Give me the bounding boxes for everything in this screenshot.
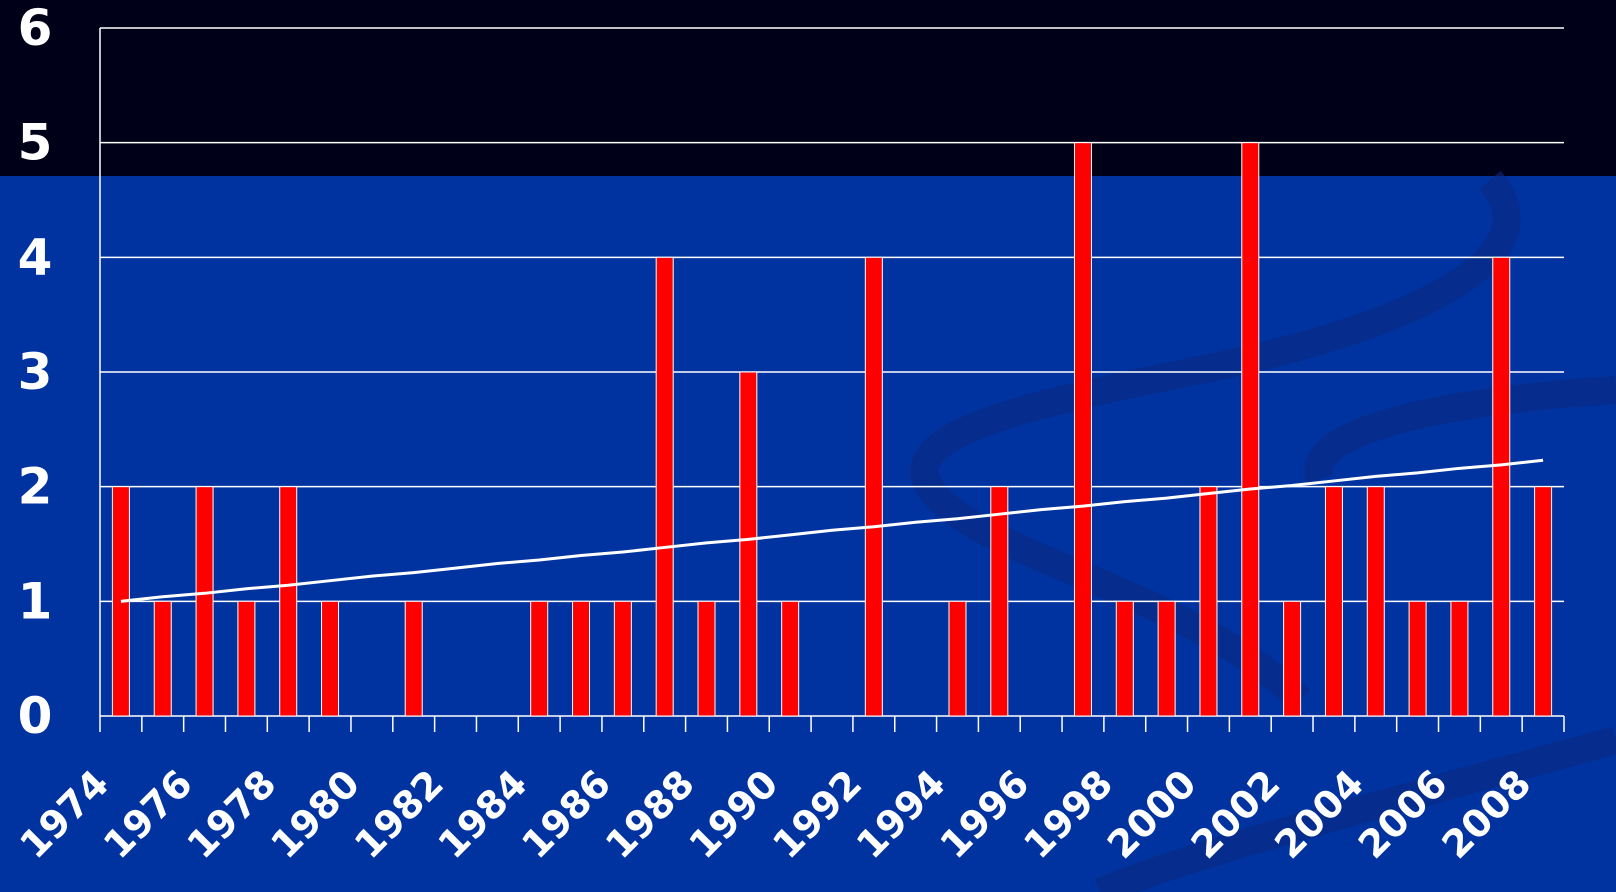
x-tick-label: 1974 <box>11 761 117 867</box>
x-tick-label: 1998 <box>1015 761 1121 867</box>
x-tick-label: 1978 <box>179 761 285 867</box>
x-tick-label: 1984 <box>430 761 536 867</box>
x-tick-label: 1976 <box>95 761 201 867</box>
x-tick-label: 1980 <box>262 761 368 867</box>
y-tick-label: 5 <box>18 114 53 172</box>
bar <box>1324 486 1343 717</box>
x-tick-label: 1982 <box>346 761 452 867</box>
bar <box>990 486 1009 717</box>
x-tick-label: 1990 <box>681 761 787 867</box>
y-tick-label: 3 <box>18 343 53 401</box>
bar <box>321 600 340 717</box>
x-tick-label: 1992 <box>764 761 870 867</box>
bar <box>864 256 883 717</box>
x-tick-label: 1986 <box>513 761 619 867</box>
bar <box>1408 600 1427 717</box>
bar <box>1450 600 1469 717</box>
trend-line <box>120 458 1544 603</box>
x-tick-label: 1994 <box>848 761 954 867</box>
bar <box>1073 142 1092 717</box>
header-band <box>0 0 1616 176</box>
bar <box>1157 600 1176 717</box>
bar <box>404 600 423 717</box>
bar <box>195 486 214 717</box>
bar <box>1534 486 1553 717</box>
bar <box>697 600 716 717</box>
decoration <box>1094 376 1616 892</box>
y-tick-label: 6 <box>18 0 53 57</box>
y-tick-label: 4 <box>18 228 53 286</box>
y-tick-label: 2 <box>18 458 53 516</box>
y-tick-label: 1 <box>18 572 53 630</box>
bar <box>1199 486 1218 717</box>
bar <box>739 371 758 717</box>
bar <box>1283 600 1302 717</box>
bar <box>1115 600 1134 717</box>
y-tick-label: 0 <box>18 687 53 745</box>
bar <box>237 600 256 717</box>
bar <box>530 600 549 717</box>
bar <box>948 600 967 717</box>
bar <box>1366 486 1385 717</box>
x-tick-label: 1996 <box>932 761 1038 867</box>
bar <box>279 486 298 717</box>
bar <box>781 600 800 717</box>
x-tick-label: 1988 <box>597 761 703 867</box>
bar <box>1241 142 1260 717</box>
decoration <box>910 170 1521 710</box>
bar <box>153 600 172 717</box>
bar <box>1492 256 1511 717</box>
bar <box>572 600 591 717</box>
bar <box>613 600 632 717</box>
bar <box>655 256 674 717</box>
